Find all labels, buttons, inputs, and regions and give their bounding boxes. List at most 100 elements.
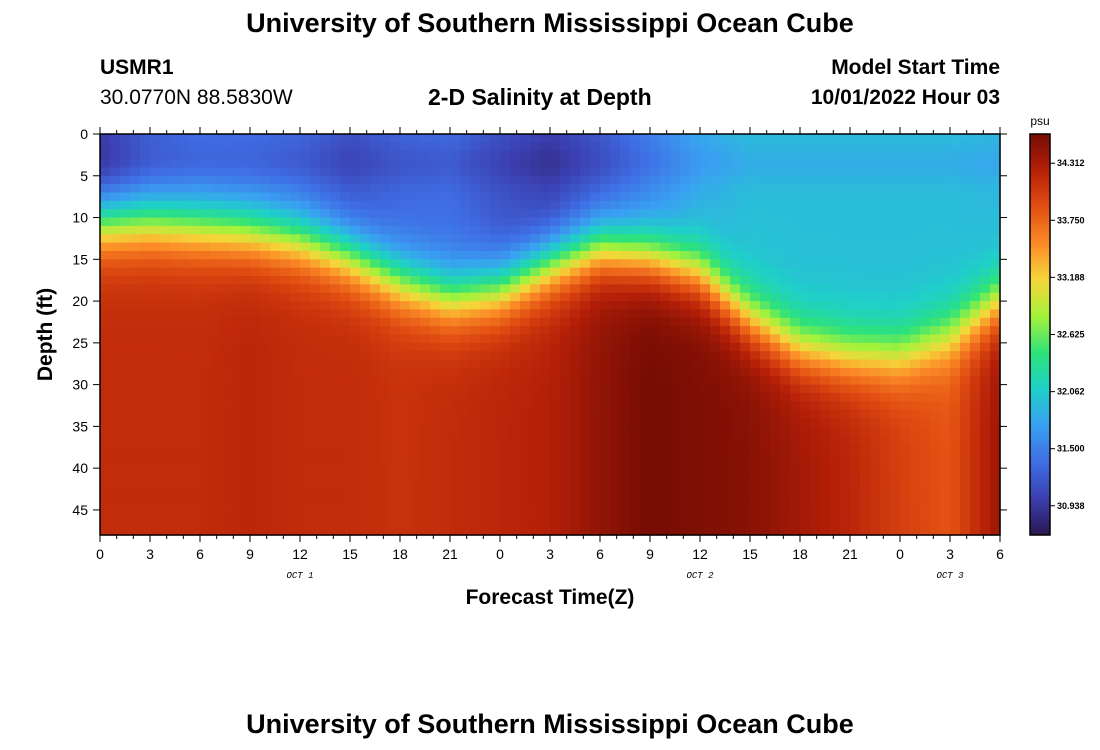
heatmap-cell — [330, 351, 341, 361]
heatmap-cell — [100, 384, 111, 394]
heatmap-cell — [330, 493, 341, 503]
heatmap-cell — [870, 376, 881, 386]
heatmap-cell — [650, 200, 661, 210]
heatmap-cell — [590, 184, 601, 194]
heatmap-cell — [770, 409, 781, 419]
heatmap-cell — [630, 209, 641, 219]
heatmap-cell — [780, 284, 791, 294]
heatmap-cell — [240, 317, 251, 327]
heatmap-cell — [840, 209, 851, 219]
heatmap-cell — [150, 225, 161, 235]
heatmap-cell — [670, 334, 681, 344]
heatmap-cell — [650, 284, 661, 294]
heatmap-cell — [170, 301, 181, 311]
heatmap-cell — [960, 317, 971, 327]
heatmap-cell — [790, 526, 801, 536]
heatmap-cell — [300, 334, 311, 344]
heatmap-cell — [420, 192, 431, 202]
heatmap-cell — [670, 501, 681, 511]
heatmap-cell — [870, 175, 881, 185]
heatmap-cell — [900, 134, 911, 143]
heatmap-cell — [360, 259, 371, 269]
heatmap-cell — [300, 384, 311, 394]
heatmap-cell — [590, 317, 601, 327]
heatmap-cell — [400, 292, 411, 302]
heatmap-cell — [600, 376, 611, 386]
heatmap-cell — [330, 317, 341, 327]
heatmap-cell — [220, 142, 231, 152]
heatmap-cell — [510, 200, 521, 210]
heatmap-cell — [200, 309, 211, 319]
heatmap-cell — [170, 384, 181, 394]
heatmap-cell — [170, 309, 181, 319]
heatmap-cell — [430, 459, 441, 469]
heatmap-cell — [920, 484, 931, 494]
heatmap-cell — [480, 376, 491, 386]
heatmap-cell — [320, 175, 331, 185]
heatmap-cell — [840, 292, 851, 302]
heatmap-cell — [680, 401, 691, 411]
heatmap-cell — [410, 468, 421, 478]
heatmap-cell — [640, 518, 651, 528]
heatmap-cell — [210, 459, 221, 469]
heatmap-cell — [910, 376, 921, 386]
heatmap-cell — [150, 459, 161, 469]
heatmap-cell — [220, 351, 231, 361]
heatmap-cell — [160, 150, 171, 160]
heatmap-cell — [300, 526, 311, 536]
heatmap-cell — [690, 175, 701, 185]
heatmap-cell — [530, 351, 541, 361]
heatmap-cell — [120, 184, 131, 194]
heatmap-cell — [250, 225, 261, 235]
heatmap-cell — [610, 259, 621, 269]
heatmap-cell — [560, 484, 571, 494]
heatmap-cell — [540, 142, 551, 152]
heatmap-cell — [460, 175, 471, 185]
heatmap-cell — [670, 142, 681, 152]
heatmap-cell — [450, 418, 461, 427]
heatmap-cell — [810, 418, 821, 427]
heatmap-cell — [100, 284, 111, 294]
heatmap-cell — [750, 384, 761, 394]
x-tick-label: 3 — [546, 546, 554, 562]
heatmap-cell — [460, 392, 471, 402]
heatmap-cell — [310, 301, 321, 311]
heatmap-cell — [440, 443, 451, 453]
heatmap-cell — [880, 501, 891, 511]
heatmap-cell — [870, 167, 881, 177]
heatmap-cell — [970, 284, 981, 294]
heatmap-cell — [360, 184, 371, 194]
heatmap-cell — [520, 526, 531, 536]
heatmap-cell — [480, 250, 491, 260]
heatmap-cell — [260, 367, 271, 377]
heatmap-cell — [700, 192, 711, 202]
heatmap-cell — [370, 309, 381, 319]
heatmap-cell — [670, 443, 681, 453]
heatmap-cell — [560, 443, 571, 453]
heatmap-cell — [610, 392, 621, 402]
heatmap-cell — [760, 409, 771, 419]
heatmap-cell — [590, 301, 601, 311]
heatmap-cell — [380, 484, 391, 494]
heatmap-cell — [330, 526, 341, 536]
heatmap-cell — [820, 225, 831, 235]
heatmap-cell — [130, 509, 141, 519]
heatmap-cell — [830, 242, 841, 252]
heatmap-cell — [720, 150, 731, 160]
heatmap-cell — [640, 443, 651, 453]
heatmap-cell — [370, 359, 381, 369]
heatmap-cell — [410, 434, 421, 444]
heatmap-cell — [270, 484, 281, 494]
heatmap-cell — [370, 501, 381, 511]
heatmap-cell — [600, 326, 611, 336]
heatmap-cell — [380, 459, 391, 469]
heatmap-cell — [900, 159, 911, 169]
heatmap-cell — [110, 250, 121, 260]
heatmap-cell — [170, 376, 181, 386]
heatmap-cell — [580, 376, 591, 386]
heatmap-cell — [390, 493, 401, 503]
heatmap-cell — [520, 518, 531, 528]
heatmap-cell — [950, 259, 961, 269]
heatmap-cell — [950, 250, 961, 260]
heatmap-cell — [190, 192, 201, 202]
